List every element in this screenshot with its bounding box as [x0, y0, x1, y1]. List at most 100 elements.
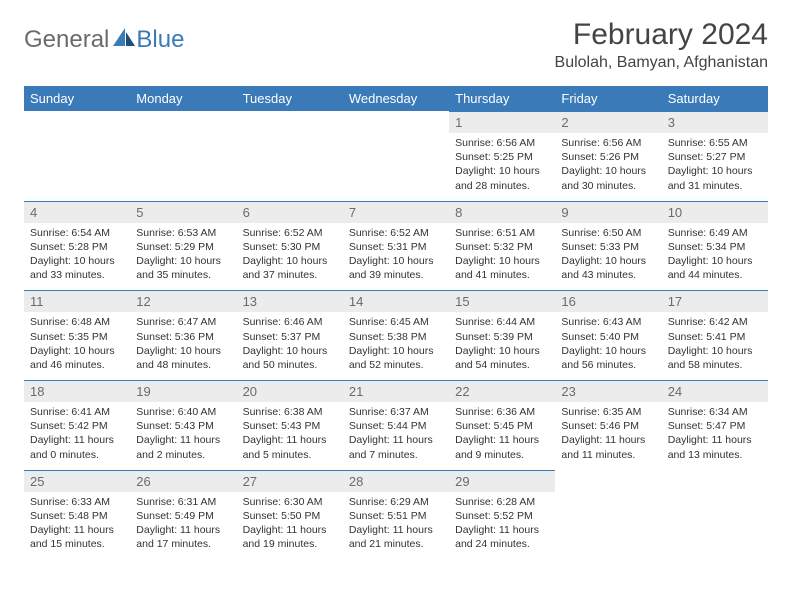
sunset-line: Sunset: 5:38 PM [349, 330, 443, 344]
sunrise-line: Sunrise: 6:53 AM [136, 226, 230, 240]
day-number: 11 [24, 290, 130, 312]
daylight-line: Daylight: 10 hours and 35 minutes. [136, 254, 230, 282]
sunset-line: Sunset: 5:49 PM [136, 509, 230, 523]
day-details: Sunrise: 6:53 AMSunset: 5:29 PMDaylight:… [130, 223, 236, 291]
day-details: Sunrise: 6:38 AMSunset: 5:43 PMDaylight:… [237, 402, 343, 470]
sunset-line: Sunset: 5:47 PM [668, 419, 762, 433]
daylight-line: Daylight: 10 hours and 37 minutes. [243, 254, 337, 282]
logo-sail-icon [113, 28, 135, 46]
calendar-table: SundayMondayTuesdayWednesdayThursdayFrid… [24, 86, 768, 559]
calendar-day-cell: 29Sunrise: 6:28 AMSunset: 5:52 PMDayligh… [449, 470, 555, 560]
daylight-line: Daylight: 10 hours and 28 minutes. [455, 164, 549, 192]
daylight-line: Daylight: 11 hours and 15 minutes. [30, 523, 124, 551]
sunrise-line: Sunrise: 6:34 AM [668, 405, 762, 419]
calendar-day-cell: .. [662, 470, 768, 560]
sunset-line: Sunset: 5:44 PM [349, 419, 443, 433]
day-details: Sunrise: 6:49 AMSunset: 5:34 PMDaylight:… [662, 223, 768, 291]
calendar-day-cell: 11Sunrise: 6:48 AMSunset: 5:35 PMDayligh… [24, 290, 130, 380]
sunset-line: Sunset: 5:41 PM [668, 330, 762, 344]
day-details: Sunrise: 6:43 AMSunset: 5:40 PMDaylight:… [555, 312, 661, 380]
sunrise-line: Sunrise: 6:47 AM [136, 315, 230, 329]
weekday-header: Saturday [662, 86, 768, 111]
sunset-line: Sunset: 5:40 PM [561, 330, 655, 344]
sunrise-line: Sunrise: 6:36 AM [455, 405, 549, 419]
calendar-day-cell: 16Sunrise: 6:43 AMSunset: 5:40 PMDayligh… [555, 290, 661, 380]
daylight-line: Daylight: 10 hours and 48 minutes. [136, 344, 230, 372]
calendar-day-cell: 7Sunrise: 6:52 AMSunset: 5:31 PMDaylight… [343, 201, 449, 291]
day-number: 18 [24, 380, 130, 402]
calendar-day-cell: 20Sunrise: 6:38 AMSunset: 5:43 PMDayligh… [237, 380, 343, 470]
daylight-line: Daylight: 10 hours and 43 minutes. [561, 254, 655, 282]
day-number: 28 [343, 470, 449, 492]
calendar-day-cell: 27Sunrise: 6:30 AMSunset: 5:50 PMDayligh… [237, 470, 343, 560]
sunrise-line: Sunrise: 6:51 AM [455, 226, 549, 240]
sunrise-line: Sunrise: 6:44 AM [455, 315, 549, 329]
day-number: 24 [662, 380, 768, 402]
month-title: February 2024 [555, 18, 768, 52]
sunset-line: Sunset: 5:51 PM [349, 509, 443, 523]
daylight-line: Daylight: 10 hours and 58 minutes. [668, 344, 762, 372]
day-details: Sunrise: 6:48 AMSunset: 5:35 PMDaylight:… [24, 312, 130, 380]
day-number: 5 [130, 201, 236, 223]
sunrise-line: Sunrise: 6:49 AM [668, 226, 762, 240]
day-details: Sunrise: 6:41 AMSunset: 5:42 PMDaylight:… [24, 402, 130, 470]
sunset-line: Sunset: 5:42 PM [30, 419, 124, 433]
calendar-day-cell: 1Sunrise: 6:56 AMSunset: 5:25 PMDaylight… [449, 111, 555, 201]
calendar-day-cell: 13Sunrise: 6:46 AMSunset: 5:37 PMDayligh… [237, 290, 343, 380]
day-number: 14 [343, 290, 449, 312]
header: General Blue February 2024 Bulolah, Bamy… [24, 18, 768, 76]
daylight-line: Daylight: 10 hours and 56 minutes. [561, 344, 655, 372]
sunrise-line: Sunrise: 6:38 AM [243, 405, 337, 419]
sunrise-line: Sunrise: 6:52 AM [349, 226, 443, 240]
day-details: Sunrise: 6:36 AMSunset: 5:45 PMDaylight:… [449, 402, 555, 470]
sunset-line: Sunset: 5:26 PM [561, 150, 655, 164]
calendar-day-cell: 26Sunrise: 6:31 AMSunset: 5:49 PMDayligh… [130, 470, 236, 560]
day-details: Sunrise: 6:29 AMSunset: 5:51 PMDaylight:… [343, 492, 449, 560]
sunset-line: Sunset: 5:28 PM [30, 240, 124, 254]
sunset-line: Sunset: 5:36 PM [136, 330, 230, 344]
location: Bulolah, Bamyan, Afghanistan [555, 54, 768, 72]
day-details: Sunrise: 6:37 AMSunset: 5:44 PMDaylight:… [343, 402, 449, 470]
sunrise-line: Sunrise: 6:54 AM [30, 226, 124, 240]
sunrise-line: Sunrise: 6:55 AM [668, 136, 762, 150]
calendar-day-cell: 4Sunrise: 6:54 AMSunset: 5:28 PMDaylight… [24, 201, 130, 291]
daylight-line: Daylight: 10 hours and 39 minutes. [349, 254, 443, 282]
weekday-header-row: SundayMondayTuesdayWednesdayThursdayFrid… [24, 86, 768, 111]
daylight-line: Daylight: 10 hours and 33 minutes. [30, 254, 124, 282]
calendar-day-cell: 25Sunrise: 6:33 AMSunset: 5:48 PMDayligh… [24, 470, 130, 560]
day-details: Sunrise: 6:45 AMSunset: 5:38 PMDaylight:… [343, 312, 449, 380]
title-block: February 2024 Bulolah, Bamyan, Afghanist… [555, 18, 768, 76]
sunset-line: Sunset: 5:37 PM [243, 330, 337, 344]
day-number: 13 [237, 290, 343, 312]
calendar-day-cell: .. [555, 470, 661, 560]
daylight-line: Daylight: 10 hours and 54 minutes. [455, 344, 549, 372]
day-number: 3 [662, 111, 768, 133]
day-number: 20 [237, 380, 343, 402]
day-number: 25 [24, 470, 130, 492]
sunset-line: Sunset: 5:43 PM [243, 419, 337, 433]
calendar-day-cell: 12Sunrise: 6:47 AMSunset: 5:36 PMDayligh… [130, 290, 236, 380]
calendar-week-row: 4Sunrise: 6:54 AMSunset: 5:28 PMDaylight… [24, 201, 768, 291]
day-number: 27 [237, 470, 343, 492]
calendar-day-cell: 14Sunrise: 6:45 AMSunset: 5:38 PMDayligh… [343, 290, 449, 380]
calendar-week-row: ........1Sunrise: 6:56 AMSunset: 5:25 PM… [24, 111, 768, 201]
calendar-day-cell: 2Sunrise: 6:56 AMSunset: 5:26 PMDaylight… [555, 111, 661, 201]
sunset-line: Sunset: 5:48 PM [30, 509, 124, 523]
sunrise-line: Sunrise: 6:29 AM [349, 495, 443, 509]
day-number: 8 [449, 201, 555, 223]
daylight-line: Daylight: 10 hours and 41 minutes. [455, 254, 549, 282]
calendar-day-cell: 22Sunrise: 6:36 AMSunset: 5:45 PMDayligh… [449, 380, 555, 470]
calendar-day-cell: .. [343, 111, 449, 201]
daylight-line: Daylight: 11 hours and 17 minutes. [136, 523, 230, 551]
sunset-line: Sunset: 5:33 PM [561, 240, 655, 254]
calendar-day-cell: 15Sunrise: 6:44 AMSunset: 5:39 PMDayligh… [449, 290, 555, 380]
day-number: 17 [662, 290, 768, 312]
weekday-header: Thursday [449, 86, 555, 111]
day-number: 2 [555, 111, 661, 133]
daylight-line: Daylight: 11 hours and 19 minutes. [243, 523, 337, 551]
calendar-day-cell: 24Sunrise: 6:34 AMSunset: 5:47 PMDayligh… [662, 380, 768, 470]
calendar-day-cell: 18Sunrise: 6:41 AMSunset: 5:42 PMDayligh… [24, 380, 130, 470]
day-number: 7 [343, 201, 449, 223]
day-details: Sunrise: 6:35 AMSunset: 5:46 PMDaylight:… [555, 402, 661, 470]
logo: General Blue [24, 26, 184, 54]
